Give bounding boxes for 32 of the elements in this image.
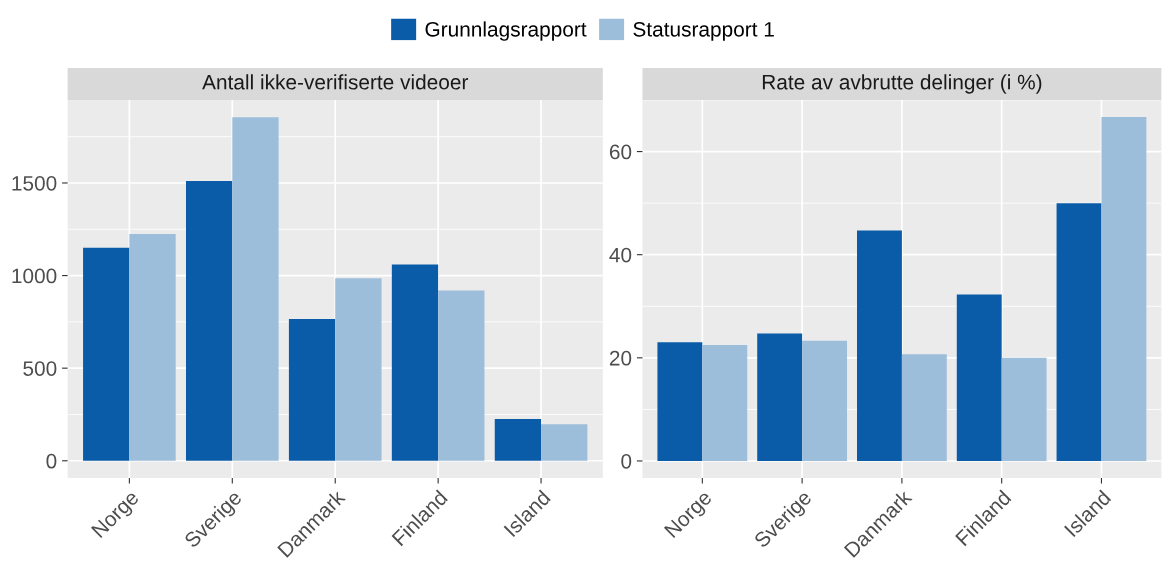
bar xyxy=(83,247,130,461)
bar xyxy=(541,424,588,461)
bar xyxy=(956,294,1002,461)
bar xyxy=(232,117,279,461)
bar xyxy=(1101,117,1147,461)
y-tick-label: 40 xyxy=(609,247,632,263)
y-tick-label: 500 xyxy=(23,361,57,376)
bar xyxy=(901,354,947,461)
y-tick-label: 60 xyxy=(609,144,632,160)
bar xyxy=(288,319,336,461)
bar xyxy=(702,344,748,461)
legend-label: Statusrapport 1 xyxy=(633,21,774,41)
chart-title: Rate av avbrutte delinger (i %) xyxy=(762,74,1042,94)
legend-label: Grunnlagsrapport xyxy=(425,21,587,41)
y-tick-label: 0 xyxy=(46,453,57,469)
bar xyxy=(657,342,703,461)
y-tick-label: 1000 xyxy=(12,268,57,284)
bar xyxy=(335,278,382,461)
bar xyxy=(438,290,485,461)
bar xyxy=(391,264,439,461)
bar xyxy=(802,340,848,461)
bar xyxy=(129,233,176,461)
chart-title: Antall ikke-verifiserte videoer xyxy=(202,74,469,90)
bar xyxy=(1056,203,1102,461)
bar xyxy=(757,333,803,461)
bar xyxy=(1001,357,1047,461)
bar xyxy=(494,419,542,461)
bar xyxy=(857,230,902,461)
y-tick-label: 20 xyxy=(609,350,632,366)
y-tick-label: 0 xyxy=(621,453,632,469)
y-tick-label: 1500 xyxy=(12,175,57,191)
bar xyxy=(185,181,233,461)
